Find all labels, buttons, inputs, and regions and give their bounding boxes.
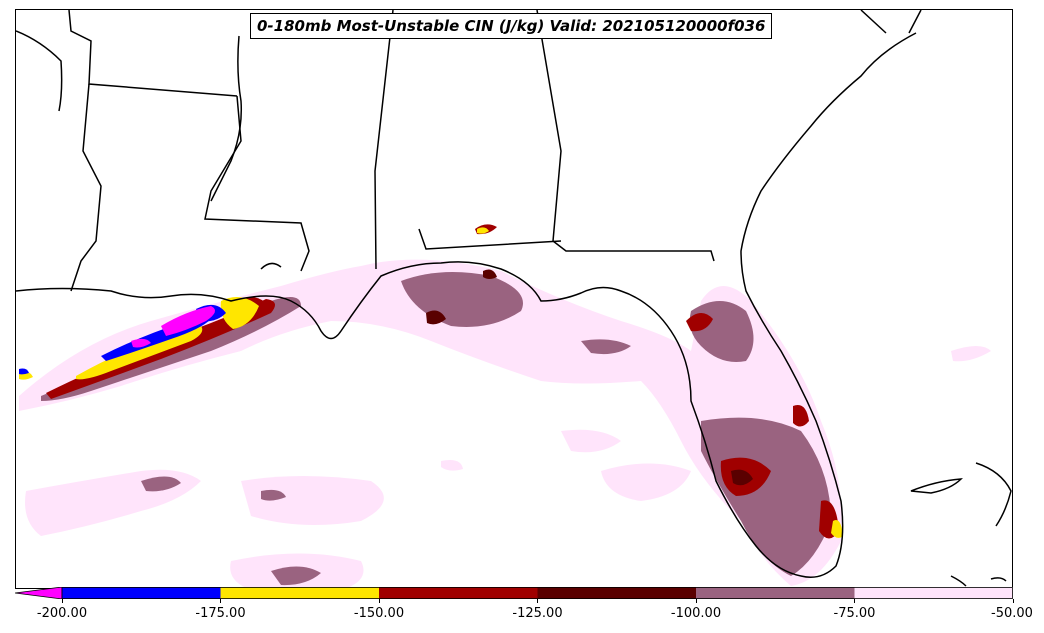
cin-patch-yellow: [831, 520, 843, 538]
colorbar-tick-mark: [61, 599, 63, 603]
cin-patch-maroon: [483, 269, 497, 279]
colorbar-outline: [61, 587, 1013, 599]
colorbar-segment: [696, 587, 855, 599]
state-border: [908, 10, 922, 34]
state-border: [860, 10, 887, 34]
coastline: [975, 462, 1012, 527]
cin-patch-mauve: [271, 566, 321, 586]
colorbar-tick-mark: [1012, 599, 1014, 603]
colorbar-segment: [379, 587, 538, 599]
colorbar-tick-mark: [378, 599, 380, 603]
colorbar-segment: [537, 587, 696, 599]
colorbar-tick-label: -100.00: [670, 606, 722, 621]
coastline: [210, 35, 243, 202]
cin-patch-darkred: [793, 405, 809, 427]
colorbar-tick-mark: [537, 599, 538, 603]
colorbar-tick-label: -125.00: [512, 606, 563, 621]
cin-patch-light: [951, 346, 991, 362]
cin-patch-maroon: [731, 469, 753, 486]
cin-patch-yellow: [220, 297, 259, 329]
colorbar-tick-label: -175.00: [195, 606, 246, 621]
coastline: [260, 262, 282, 270]
cin-patch-mauve: [701, 417, 831, 576]
cin-patch-light: [561, 429, 621, 453]
cin-patch-mauve: [261, 489, 286, 501]
coastline: [16, 32, 917, 578]
cin-patch-magenta: [161, 306, 215, 336]
cin-patch-light: [441, 460, 463, 471]
state-border: [204, 95, 310, 272]
cin-patch-blue: [19, 368, 29, 375]
colorbar-tick-label: -75.00: [833, 606, 876, 621]
colorbar-segment: [854, 587, 1013, 599]
state-border: [374, 10, 394, 270]
state-border: [536, 10, 715, 262]
colorbar-tick-label: -150.00: [353, 606, 405, 621]
colorbar-segment: [220, 587, 379, 599]
cin-patch-mauve: [141, 476, 181, 492]
cin-patch-magenta: [131, 338, 151, 348]
coastline: [910, 478, 963, 494]
state-border: [68, 10, 238, 97]
colorbar: [15, 587, 1013, 599]
cin-patch-yellow: [76, 326, 203, 380]
cin-shading: [19, 224, 991, 588]
colorbar-tick-label: -200.00: [36, 606, 88, 621]
state-border: [418, 228, 562, 250]
coastline: [990, 577, 1007, 582]
basemap-lines: [16, 10, 1012, 587]
cin-patch-light: [601, 463, 691, 501]
state-border: [70, 83, 102, 292]
map-title: 0-180mb Most-Unstable CIN (J/kg) Valid: …: [250, 13, 773, 39]
colorbar-tick-label: -50.00: [991, 606, 1033, 621]
colorbar-extension-triangle: [15, 587, 63, 599]
coastline: [16, 30, 63, 112]
cin-patch-yellow: [477, 227, 489, 234]
cin-patch-light: [241, 476, 384, 525]
colorbar-tick-mark: [220, 599, 221, 603]
coastline: [950, 575, 967, 587]
map-panel: [15, 9, 1013, 589]
cin-patch-mauve: [581, 339, 631, 355]
cin-patch-maroon: [426, 310, 446, 325]
colorbar-tick-mark: [695, 599, 697, 603]
cin-patch-darkred: [686, 312, 713, 332]
colorbar-tick-mark: [854, 599, 855, 603]
cin-map: [16, 10, 1012, 588]
colorbar-segment: [62, 587, 221, 599]
